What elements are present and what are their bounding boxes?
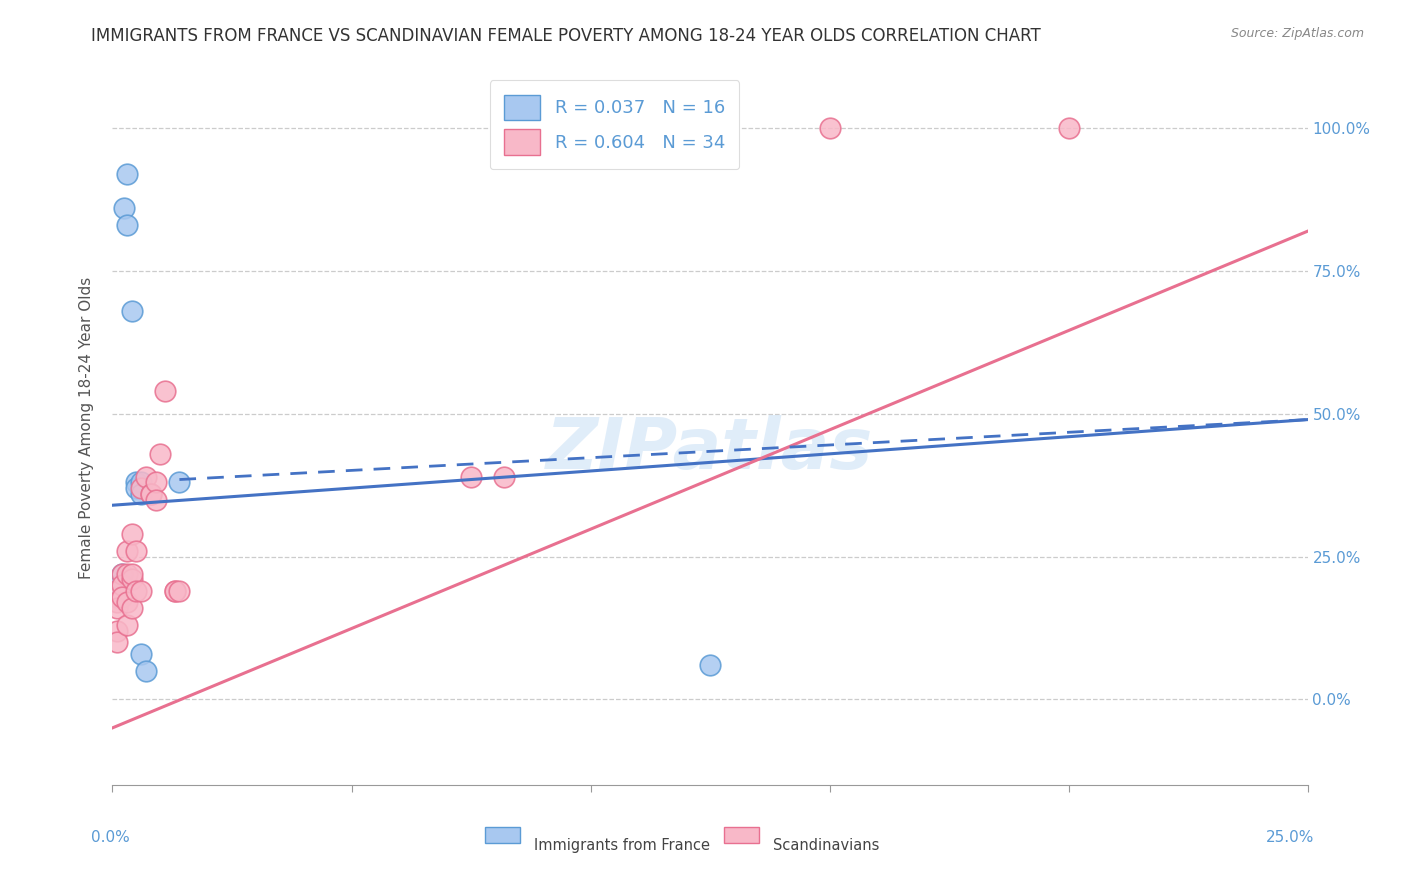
Point	[129, 487, 152, 501]
Point	[129, 475, 152, 490]
Point	[111, 566, 134, 581]
Point	[125, 583, 148, 598]
Point	[121, 566, 143, 581]
Text: Source: ZipAtlas.com: Source: ZipAtlas.com	[1230, 27, 1364, 40]
Text: IMMIGRANTS FROM FRANCE VS SCANDINAVIAN FEMALE POVERTY AMONG 18-24 YEAR OLDS CORR: IMMIGRANTS FROM FRANCE VS SCANDINAVIAN F…	[91, 27, 1040, 45]
Point	[125, 481, 148, 495]
Point	[699, 658, 721, 673]
Point	[115, 566, 138, 581]
Point	[105, 583, 128, 598]
Point	[125, 475, 148, 490]
Point	[145, 492, 167, 507]
Point	[149, 447, 172, 461]
Point	[145, 475, 167, 490]
Point	[135, 664, 157, 678]
Point	[121, 526, 143, 541]
Point	[129, 583, 152, 598]
Point	[105, 595, 128, 609]
Point	[115, 544, 138, 558]
Point	[111, 566, 134, 581]
Point	[494, 469, 516, 483]
Point	[139, 487, 162, 501]
Point	[818, 121, 841, 136]
Point	[163, 583, 186, 598]
Point	[105, 583, 128, 598]
Point	[121, 573, 143, 587]
Point	[125, 544, 148, 558]
Text: ZIPatlas: ZIPatlas	[547, 415, 873, 484]
Point	[169, 475, 191, 490]
Point	[1057, 121, 1080, 136]
Text: Scandinavians: Scandinavians	[773, 838, 880, 854]
Point	[121, 601, 143, 615]
Point	[129, 481, 152, 495]
Point	[169, 583, 191, 598]
Point	[153, 384, 176, 398]
Point	[135, 469, 157, 483]
Point	[163, 583, 186, 598]
Point	[111, 578, 134, 592]
Text: 0.0%: 0.0%	[91, 830, 131, 845]
Point	[105, 624, 128, 638]
Point	[139, 487, 162, 501]
Legend: R = 0.037   N = 16, R = 0.604   N = 34: R = 0.037 N = 16, R = 0.604 N = 34	[489, 80, 740, 169]
Point	[115, 167, 138, 181]
Point	[105, 601, 128, 615]
Point	[105, 578, 128, 592]
Point	[114, 202, 135, 216]
Point	[115, 219, 138, 233]
Point	[115, 595, 138, 609]
Point	[129, 647, 152, 661]
Point	[121, 304, 143, 318]
Point	[105, 635, 128, 649]
Text: 25.0%: 25.0%	[1267, 830, 1315, 845]
Point	[115, 618, 138, 632]
Text: Immigrants from France: Immigrants from France	[534, 838, 710, 854]
Point	[105, 590, 128, 604]
Y-axis label: Female Poverty Among 18-24 Year Olds: Female Poverty Among 18-24 Year Olds	[79, 277, 94, 579]
Point	[460, 469, 482, 483]
Point	[111, 590, 134, 604]
